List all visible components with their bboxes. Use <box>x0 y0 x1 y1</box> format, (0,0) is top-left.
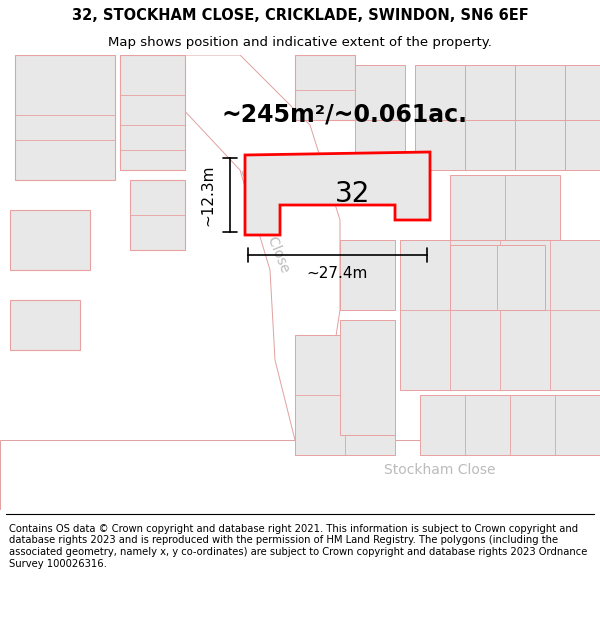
Polygon shape <box>400 240 600 390</box>
Text: ~27.4m: ~27.4m <box>307 266 368 281</box>
Polygon shape <box>160 55 340 440</box>
Polygon shape <box>295 55 355 120</box>
Polygon shape <box>515 65 565 120</box>
Polygon shape <box>415 65 465 120</box>
Polygon shape <box>120 55 185 170</box>
Polygon shape <box>450 245 545 310</box>
Polygon shape <box>465 115 515 170</box>
Text: ~245m²/~0.061ac.: ~245m²/~0.061ac. <box>222 103 468 127</box>
Text: Stockham Close: Stockham Close <box>238 166 292 274</box>
Polygon shape <box>565 65 600 120</box>
Polygon shape <box>420 395 600 455</box>
Polygon shape <box>130 180 185 250</box>
Text: Map shows position and indicative extent of the property.: Map shows position and indicative extent… <box>108 36 492 49</box>
Polygon shape <box>340 240 395 310</box>
Polygon shape <box>15 55 115 180</box>
Polygon shape <box>565 115 600 170</box>
Polygon shape <box>0 440 600 510</box>
Polygon shape <box>465 65 515 120</box>
Polygon shape <box>340 320 395 435</box>
Polygon shape <box>10 210 90 270</box>
Polygon shape <box>295 335 395 455</box>
Polygon shape <box>355 65 405 120</box>
Text: 32: 32 <box>335 179 370 208</box>
Text: Stockham Close: Stockham Close <box>384 463 496 477</box>
Text: 32, STOCKHAM CLOSE, CRICKLADE, SWINDON, SN6 6EF: 32, STOCKHAM CLOSE, CRICKLADE, SWINDON, … <box>71 8 529 23</box>
Polygon shape <box>355 115 405 170</box>
Polygon shape <box>245 152 430 235</box>
Polygon shape <box>415 115 465 170</box>
Polygon shape <box>450 175 560 240</box>
Polygon shape <box>10 300 80 350</box>
Polygon shape <box>515 115 565 170</box>
Text: ~12.3m: ~12.3m <box>200 164 215 226</box>
Text: Contains OS data © Crown copyright and database right 2021. This information is : Contains OS data © Crown copyright and d… <box>9 524 587 569</box>
